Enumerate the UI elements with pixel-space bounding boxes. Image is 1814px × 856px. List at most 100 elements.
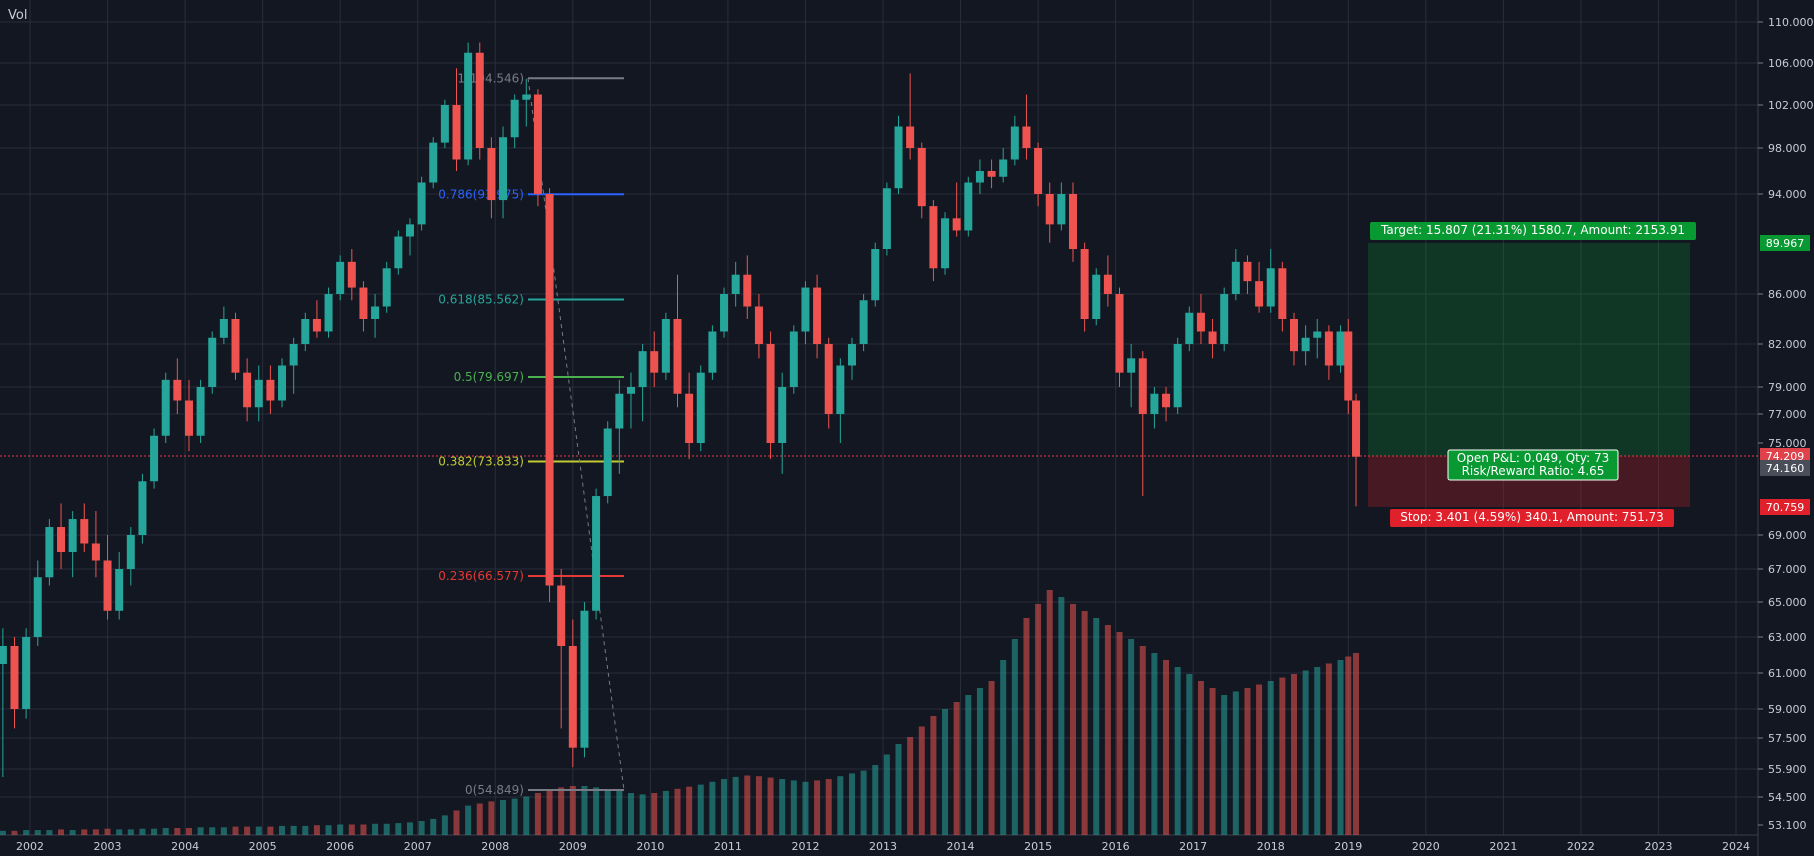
candle-body [615, 393, 624, 429]
y-tick-label: 102.000 [1768, 99, 1814, 112]
volume-bar [1232, 691, 1239, 835]
candle-body [1208, 331, 1217, 344]
x-tick-label: 2024 [1722, 840, 1750, 853]
y-tick-label: 67.000 [1768, 563, 1807, 576]
x-tick-label: 2016 [1102, 840, 1130, 853]
candle-body [1266, 268, 1275, 307]
volume-bar [1104, 625, 1111, 835]
candle-body [1289, 319, 1298, 352]
x-tick-label: 2002 [16, 840, 44, 853]
volume-bar [523, 796, 530, 835]
volume-bar [185, 828, 192, 835]
candle-body [103, 560, 112, 611]
volume-bar [1093, 618, 1100, 835]
volume-bar [534, 793, 541, 835]
volume-bar [23, 830, 30, 835]
candle-body [941, 218, 950, 269]
volume-bar [162, 828, 169, 835]
volume-bar [686, 786, 693, 835]
candle-body [778, 387, 787, 443]
candle-body [708, 331, 717, 373]
price-axis[interactable]: 110.000 106.000 102.000 98.000 94.000 86.000 8… [1758, 16, 1814, 832]
volume-bar [1290, 674, 1297, 835]
volume-bar [383, 823, 390, 835]
target-label-text: Target: 15.807 (21.31%) 1580.7, Amount: … [1380, 223, 1685, 237]
x-tick-label: 2004 [171, 840, 199, 853]
volume-bar [558, 787, 565, 835]
candle-body [1022, 126, 1031, 148]
candle-body [45, 527, 54, 578]
candle-body [440, 105, 449, 143]
volume-bar [372, 823, 379, 835]
candle-body [57, 527, 66, 552]
volume-bar [674, 788, 681, 835]
volume-bar [1128, 639, 1135, 835]
candle-body [80, 519, 89, 544]
volume-bar [1209, 688, 1216, 835]
fib-level-label: 0.5(79.697) [454, 370, 524, 384]
volume-bar [895, 744, 902, 835]
fib-retracement-tool[interactable]: 1(104.546) 0.786(93.975) 0.618(85.562) 0.5(… [438, 71, 625, 797]
candle-body [394, 236, 403, 269]
volume-bar [244, 826, 251, 835]
volume-bar [569, 786, 576, 835]
volume-bar [1221, 695, 1228, 835]
y-tick-label: 65.000 [1768, 596, 1807, 609]
candle-body [1313, 331, 1322, 338]
candle-body [1352, 400, 1361, 457]
volume-bar [942, 709, 949, 835]
volume-bar [1035, 604, 1042, 835]
volume-bar [825, 779, 832, 835]
target-price-tag-bg [1760, 235, 1810, 251]
candle-body [1010, 126, 1019, 160]
candle-body [33, 577, 42, 637]
candle-body [801, 287, 810, 332]
time-axis[interactable]: 2002 2003 2004 2005 2006 2007 2008 2009 2010 2011… [16, 840, 1750, 853]
candle-body [10, 646, 19, 709]
x-tick-label: 2010 [636, 840, 664, 853]
candle-body [499, 137, 508, 201]
volume-bar [313, 825, 320, 835]
y-tick-label: 59.000 [1768, 703, 1807, 716]
candle-body [1127, 358, 1136, 373]
y-tick-label: 69.000 [1768, 529, 1807, 542]
volume-bar [1197, 681, 1204, 835]
candle-body [126, 535, 135, 569]
candle-body [626, 387, 635, 394]
volume-bar [988, 681, 995, 835]
long-position-tool[interactable] [0, 243, 1758, 507]
volume-bar [779, 779, 786, 835]
candle-body [324, 294, 333, 332]
candle-body [999, 159, 1008, 177]
x-tick-label: 2017 [1179, 840, 1207, 853]
candle-body [975, 171, 984, 183]
candle-body [882, 188, 891, 250]
volume-bar [465, 805, 472, 835]
x-tick-label: 2009 [559, 840, 587, 853]
candle-body [347, 261, 356, 288]
y-tick-label: 54.500 [1768, 791, 1807, 804]
candle-body [336, 261, 345, 294]
volume-bar [732, 776, 739, 835]
volume-bar [209, 827, 216, 835]
candle-body [219, 319, 228, 338]
fib-level-label: 1(104.546) [457, 71, 524, 85]
candle-body [1185, 312, 1194, 344]
candle-body [196, 387, 205, 436]
candle-body [22, 637, 31, 709]
candle-body [1324, 331, 1333, 366]
candle-body [871, 249, 880, 301]
volume-bar [395, 823, 402, 835]
volume-bar [872, 765, 879, 835]
candle-body [452, 105, 461, 160]
candle-body [278, 365, 287, 401]
stop-label-box [1390, 509, 1674, 527]
candle-body [301, 319, 310, 344]
volume-bar [1000, 660, 1007, 835]
candle-body [836, 365, 845, 414]
candle-body [359, 287, 368, 319]
candle-body [824, 344, 833, 414]
candle-body [1150, 393, 1159, 414]
volume-bar [1244, 688, 1251, 835]
